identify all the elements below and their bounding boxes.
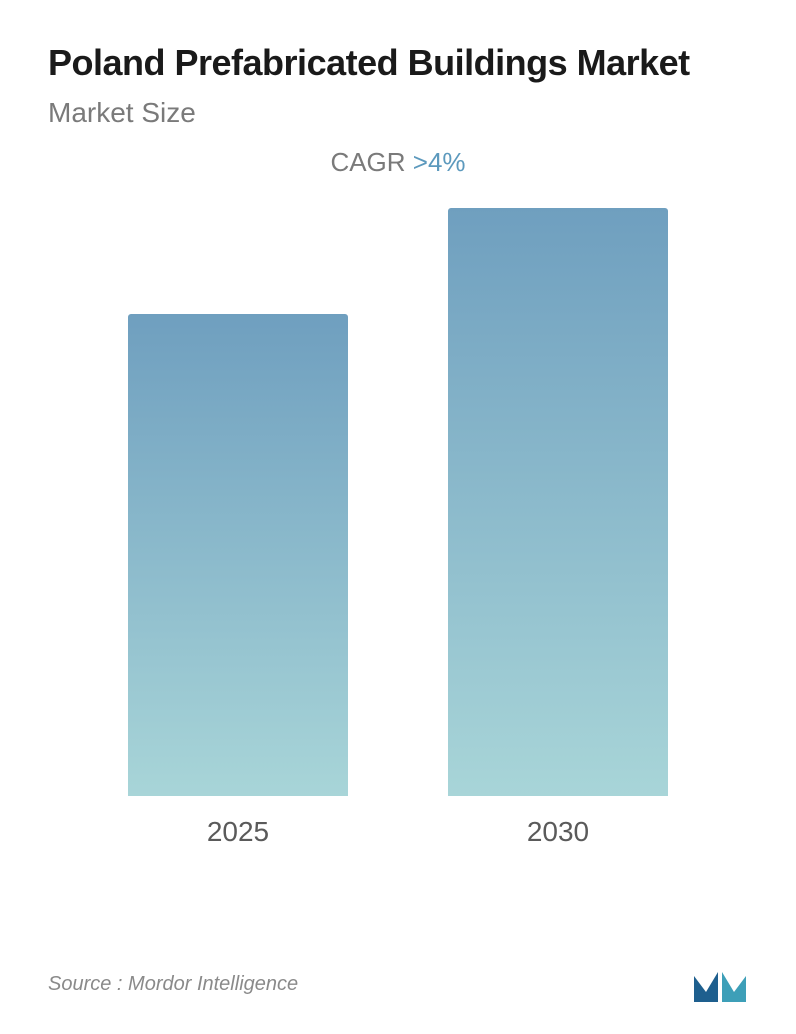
source-text: Source : Mordor Intelligence [48, 973, 298, 996]
bar-label-2030: 2030 [527, 816, 589, 848]
bar-wrapper-2030: 2030 [398, 208, 718, 848]
chart-subtitle: Market Size [48, 97, 748, 129]
bar-2030 [448, 208, 668, 796]
cagr-label: CAGR [330, 147, 412, 177]
footer: Source : Mordor Intelligence [48, 964, 748, 1004]
mordor-logo-icon [692, 964, 748, 1004]
bar-wrapper-2025: 2025 [78, 314, 398, 848]
bar-chart: 2025 2030 [48, 208, 748, 848]
bar-label-2025: 2025 [207, 816, 269, 848]
cagr-value: >4% [413, 147, 466, 177]
bar-2025 [128, 314, 348, 796]
chart-title: Poland Prefabricated Buildings Market [48, 40, 748, 85]
cagr-container: CAGR >4% [48, 147, 748, 178]
